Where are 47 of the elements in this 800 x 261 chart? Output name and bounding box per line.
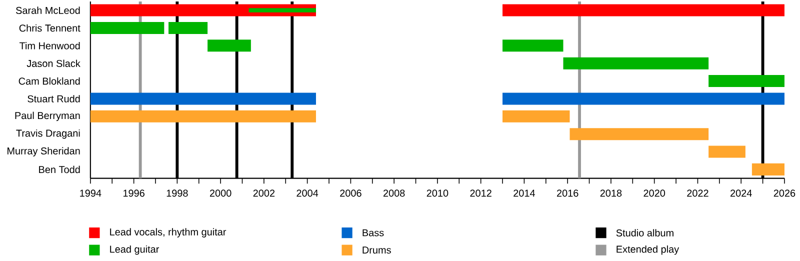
bar: [708, 146, 746, 158]
y-tick-label: Travis Dragani: [16, 130, 80, 139]
x-tick-label: 2016: [556, 190, 578, 197]
x-tick-label: 2008: [383, 190, 405, 197]
x-tick-label: 1996: [123, 190, 144, 197]
x-tick-label: 2004: [296, 190, 318, 197]
bar: [90, 110, 316, 123]
bar: [708, 75, 784, 88]
x-tick-label: 2012: [470, 190, 492, 197]
legend-label: Studio album: [616, 229, 674, 237]
x-tick-label: 2014: [514, 190, 535, 197]
x-tick-label: 2026: [774, 190, 796, 197]
bar: [570, 128, 709, 140]
y-tick-label: Ben Todd: [39, 166, 80, 174]
legend-label: Bass: [362, 229, 384, 236]
bar: [90, 22, 164, 34]
x-tick-label: 1994: [80, 190, 102, 197]
y-tick-label: Sarah McLeod: [16, 6, 80, 14]
legend-label: Lead guitar: [110, 246, 160, 255]
x-tick-label: 2022: [687, 190, 708, 197]
x-tick-label: 1998: [166, 190, 188, 197]
x-tick-label: 2024: [730, 190, 752, 197]
bar: [502, 4, 784, 16]
y-tick-label: Jason Slack: [26, 60, 80, 68]
legend-label: Lead vocals, rhythm guitar: [110, 228, 226, 238]
x-tick-label: 2006: [340, 190, 362, 197]
y-tick-label: Paul Berryman: [15, 112, 80, 122]
bar: [502, 92, 784, 105]
bar: [502, 40, 564, 52]
legend-label: Drums: [362, 246, 391, 254]
x-tick-label: 2010: [426, 190, 448, 197]
legend-label: Extended play: [616, 246, 680, 255]
x-tick-label: 2020: [644, 190, 666, 197]
x-tick-label: 2018: [600, 190, 622, 197]
y-tick-label: Chris Tennent: [19, 24, 80, 32]
y-tick-label: Cam Blokland: [18, 78, 80, 85]
y-tick-label: Tim Henwood: [20, 42, 80, 50]
x-tick-label: 2000: [210, 190, 232, 197]
y-tick-label: Stuart Rudd: [28, 95, 80, 103]
bar: [502, 110, 570, 123]
bar: [90, 92, 316, 105]
x-tick-label: 2002: [253, 190, 275, 197]
bar: [563, 57, 709, 70]
bar: [168, 22, 208, 34]
bar: [208, 40, 251, 52]
bar: [752, 164, 784, 176]
y-tick-label: Murray Sheridan: [8, 147, 80, 157]
